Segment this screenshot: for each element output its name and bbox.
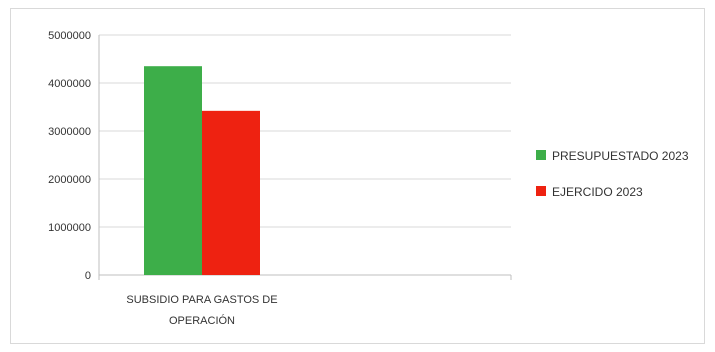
bar-ejercido-2023: [202, 110, 260, 275]
bar-chart: 0 1000000 2000000 3000000 4000000 5000000 SUBS…: [48, 30, 689, 327]
x-category-label-line: OPERACIÓN: [169, 314, 235, 327]
y-tick-label: 5000000: [48, 30, 91, 42]
y-tick-label: 1000000: [48, 222, 91, 234]
tick-labels: 0 1000000 2000000 3000000 4000000 5000000 SUBS…: [48, 30, 277, 327]
y-tick-label: 0: [85, 270, 91, 282]
legend-swatch: [536, 150, 546, 160]
x-category-label-line: SUBSIDIO PARA GASTOS DE: [126, 294, 277, 306]
x-category-label: SUBSIDIO PARA GASTOS DE OPERACIÓN: [126, 294, 277, 327]
y-tick-label: 3000000: [48, 126, 91, 138]
bars: [144, 66, 260, 275]
legend-swatch: [536, 186, 546, 196]
chart-frame: 0 1000000 2000000 3000000 4000000 5000000 SUBS…: [10, 8, 705, 344]
legend-label: PRESUPUESTADO 2023: [552, 149, 689, 163]
bar-presupuestado-2023: [144, 66, 202, 275]
legend-label: EJERCIDO 2023: [552, 185, 643, 199]
legend: PRESUPUESTADO 2023 EJERCIDO 2023: [536, 149, 689, 199]
y-tick-label: 4000000: [48, 78, 91, 90]
y-tick-label: 2000000: [48, 174, 91, 186]
